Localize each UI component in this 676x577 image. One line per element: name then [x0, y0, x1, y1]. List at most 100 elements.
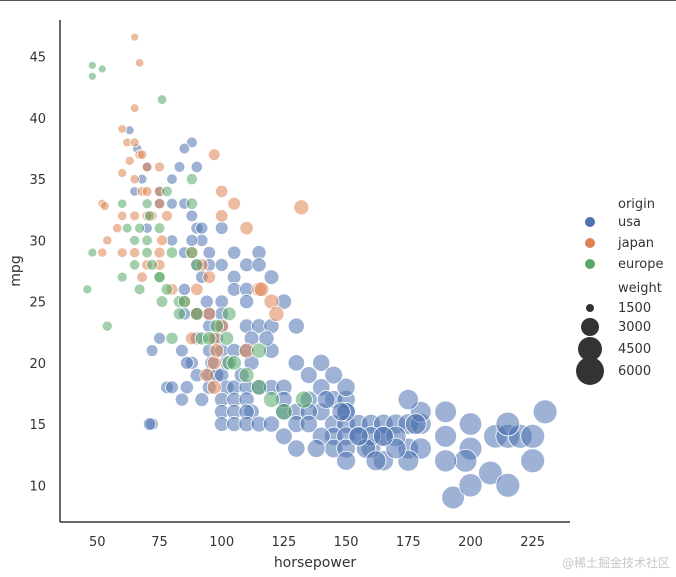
point-usa	[226, 269, 242, 285]
point-usa	[190, 160, 203, 174]
point-usa	[299, 414, 318, 434]
point-usa	[453, 448, 478, 473]
x-ticks: 50 75 100 125 150 175 200 225	[89, 535, 545, 550]
point-japan	[141, 161, 153, 173]
legend-size-label: 6000	[618, 364, 651, 379]
point-europe	[172, 307, 186, 321]
legend-size-marker	[578, 337, 602, 361]
point-japan	[129, 173, 140, 185]
point-usa	[145, 344, 159, 357]
point-usa	[262, 415, 281, 433]
point-usa	[397, 388, 419, 411]
point-japan	[227, 196, 242, 211]
point-usa	[336, 450, 357, 471]
point-japan	[97, 247, 108, 258]
point-usa	[199, 294, 214, 309]
point-europe	[189, 307, 204, 321]
point-japan	[209, 343, 225, 358]
point-europe	[143, 210, 156, 222]
point-europe	[129, 259, 141, 271]
legend-marker-europe	[585, 259, 595, 269]
point-usa	[532, 399, 558, 425]
point-japan	[112, 222, 123, 234]
top-border	[0, 0, 676, 1]
legend-size-marker	[581, 318, 599, 336]
point-japan	[117, 210, 128, 222]
point-usa	[175, 343, 189, 358]
point-usa	[173, 161, 186, 173]
point-usa	[495, 472, 521, 498]
point-europe	[134, 222, 146, 234]
point-europe	[160, 283, 174, 296]
point-japan	[156, 234, 168, 247]
point-usa	[331, 402, 351, 422]
point-europe	[141, 234, 153, 247]
point-usa	[275, 427, 293, 446]
legend-hue-title: origin	[618, 197, 655, 212]
point-usa	[165, 380, 179, 395]
point-usa	[287, 317, 305, 335]
point-japan	[206, 355, 222, 371]
point-usa	[324, 365, 343, 385]
point-japan	[117, 168, 128, 179]
point-europe	[226, 355, 242, 371]
point-europe	[185, 173, 198, 186]
point-japan	[268, 305, 285, 322]
point-europe	[238, 367, 255, 384]
point-usa	[520, 448, 546, 474]
point-usa	[287, 439, 306, 458]
point-usa	[404, 413, 427, 435]
legend-label-japan: japan	[617, 236, 654, 251]
legend-label-europe: europe	[618, 257, 664, 272]
y-tick-label: 20	[29, 357, 46, 372]
legend-size-label: 3000	[618, 320, 651, 335]
point-usa	[312, 353, 331, 372]
legend-size-title: weight	[618, 281, 662, 296]
y-tick-label: 35	[29, 173, 46, 188]
point-japan	[124, 155, 135, 166]
point-europe	[202, 331, 217, 346]
point-japan	[129, 210, 141, 222]
points-layer	[82, 32, 558, 510]
legend-marker-japan	[585, 238, 595, 248]
y-tick-label: 40	[29, 112, 46, 127]
point-usa	[179, 355, 194, 370]
point-usa	[434, 424, 457, 448]
x-tick-label: 225	[520, 535, 545, 550]
x-tick-label: 150	[334, 535, 359, 550]
point-usa	[348, 426, 369, 447]
point-europe	[82, 284, 93, 295]
axes: 50 75 100 125 150 175 200 225 1015202530354045 …	[8, 20, 570, 571]
point-europe	[87, 60, 97, 70]
point-europe	[141, 198, 153, 210]
legend-size-label: 1500	[618, 301, 651, 316]
point-japan	[153, 197, 166, 210]
point-usa	[202, 245, 216, 260]
point-japan	[239, 220, 254, 236]
point-europe	[209, 318, 224, 334]
point-europe	[121, 222, 133, 234]
point-japan	[154, 161, 166, 173]
point-usa	[458, 412, 483, 436]
point-usa	[316, 390, 336, 409]
point-usa	[434, 449, 458, 473]
y-ticks: 10 15 20 25 30 35 40 45	[29, 51, 46, 495]
point-europe	[153, 222, 166, 234]
point-usa	[185, 233, 199, 247]
legend-hue-items: usa japan europe	[585, 215, 664, 272]
x-tick-label: 75	[151, 535, 168, 550]
y-tick-label: 10	[29, 479, 46, 494]
point-usa	[373, 425, 394, 447]
point-usa	[227, 245, 242, 260]
point-usa	[458, 473, 483, 498]
point-usa	[239, 294, 255, 310]
legend-size-marker	[586, 304, 594, 312]
point-japan	[129, 103, 140, 113]
point-japan	[190, 282, 204, 297]
point-europe	[161, 185, 173, 198]
legend-size-label: 4500	[618, 342, 651, 357]
y-tick-label: 15	[29, 418, 46, 433]
point-usa	[166, 173, 178, 185]
point-usa	[365, 450, 387, 472]
